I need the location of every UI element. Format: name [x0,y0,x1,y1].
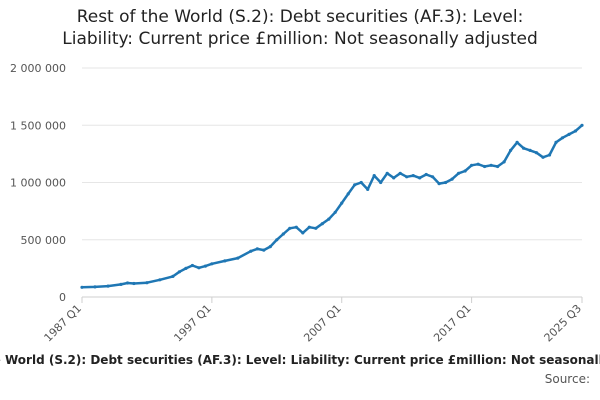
x-tick-label: 1987 Q1 [42,302,85,345]
x-tick-label: 2025 Q3 [542,302,585,345]
data-point[interactable] [450,177,454,181]
data-point[interactable] [515,140,519,144]
data-point[interactable] [463,169,467,173]
y-tick-label: 500 000 [21,234,67,247]
data-point[interactable] [197,266,201,270]
data-point[interactable] [210,262,214,266]
data-point[interactable] [288,226,292,230]
data-point[interactable] [346,192,350,196]
data-point[interactable] [437,182,441,186]
data-point[interactable] [405,175,409,179]
data-point[interactable] [333,210,337,214]
data-point[interactable] [119,282,123,286]
data-point[interactable] [392,176,396,180]
data-point[interactable] [547,153,552,157]
legend-caption-text: Rest of the World (S.2): Debt securities… [0,353,600,367]
data-point[interactable] [236,256,240,260]
data-point[interactable] [502,160,506,164]
data-point[interactable] [509,148,513,152]
data-point[interactable] [158,278,162,282]
data-point[interactable] [470,163,474,167]
source-label: Source: [544,372,590,386]
x-tick-label: 1997 Q1 [171,302,214,345]
data-point[interactable] [489,163,493,167]
data-point[interactable] [534,151,539,155]
y-tick-label: 2 000 000 [10,62,66,75]
data-point[interactable] [528,148,532,152]
data-point[interactable] [171,274,175,278]
data-point[interactable] [483,164,487,169]
x-tick-label: 2017 Q1 [431,302,474,345]
data-point[interactable] [573,129,578,133]
data-point[interactable] [327,217,331,221]
data-point[interactable] [249,249,253,253]
data-point[interactable] [418,176,422,180]
gridlines [82,67,582,298]
data-point[interactable] [379,180,383,185]
data-point[interactable] [496,164,500,169]
data-point[interactable] [385,171,389,175]
data-point[interactable] [223,259,227,263]
data-point[interactable] [203,264,207,268]
y-axis: 0 500 000 1 000 000 1 500 000 2 000 000 [10,62,66,304]
chart-title: Rest of the World (S.2): Debt securities… [0,6,600,50]
data-point[interactable] [444,180,448,185]
data-point[interactable] [145,281,149,285]
data-point[interactable] [281,232,285,236]
data-point[interactable] [554,140,558,144]
data-point[interactable] [106,284,110,288]
data-point[interactable] [255,247,259,251]
data-point[interactable] [567,132,571,136]
series-line-0 [80,124,584,289]
series-layer [80,123,584,289]
data-point[interactable] [268,245,272,249]
data-point[interactable] [125,281,130,285]
data-point[interactable] [177,270,181,274]
data-point[interactable] [340,201,344,205]
data-point[interactable] [580,123,584,127]
data-point[interactable] [80,285,84,289]
data-point[interactable] [262,248,266,252]
data-point[interactable] [541,155,545,159]
legend-caption: Rest of the World (S.2): Debt securities… [0,353,600,367]
data-point[interactable] [184,266,188,270]
data-point[interactable] [457,171,461,175]
data-point[interactable] [307,225,311,229]
data-point[interactable] [366,187,370,191]
chart-title-line-1: Rest of the World (S.2): Debt securities… [76,7,524,27]
data-point[interactable] [522,146,526,150]
data-point[interactable] [431,175,435,179]
data-point[interactable] [353,183,357,187]
data-point[interactable] [301,231,305,235]
data-point[interactable] [372,174,376,178]
data-point[interactable] [294,225,298,229]
data-point[interactable] [93,285,97,289]
data-point[interactable] [424,172,428,177]
data-point[interactable] [190,263,194,268]
x-axis: 1987 Q1 1997 Q1 2007 Q1 2017 Q1 2025 Q3 [42,297,585,345]
data-point[interactable] [476,162,480,166]
data-point[interactable] [132,281,136,286]
data-point[interactable] [359,180,363,185]
chart-title-line-2: Liability: Current price £million: Not s… [62,29,538,49]
data-point[interactable] [320,222,324,226]
data-point[interactable] [411,174,415,178]
data-point[interactable] [398,171,402,175]
data-point[interactable] [560,136,565,140]
y-tick-label: 0 [59,291,66,304]
data-point[interactable] [314,226,318,230]
y-tick-label: 1 000 000 [10,177,66,190]
data-point[interactable] [275,238,279,242]
x-tick-label: 2007 Q1 [301,302,344,345]
y-tick-label: 1 500 000 [10,119,66,132]
